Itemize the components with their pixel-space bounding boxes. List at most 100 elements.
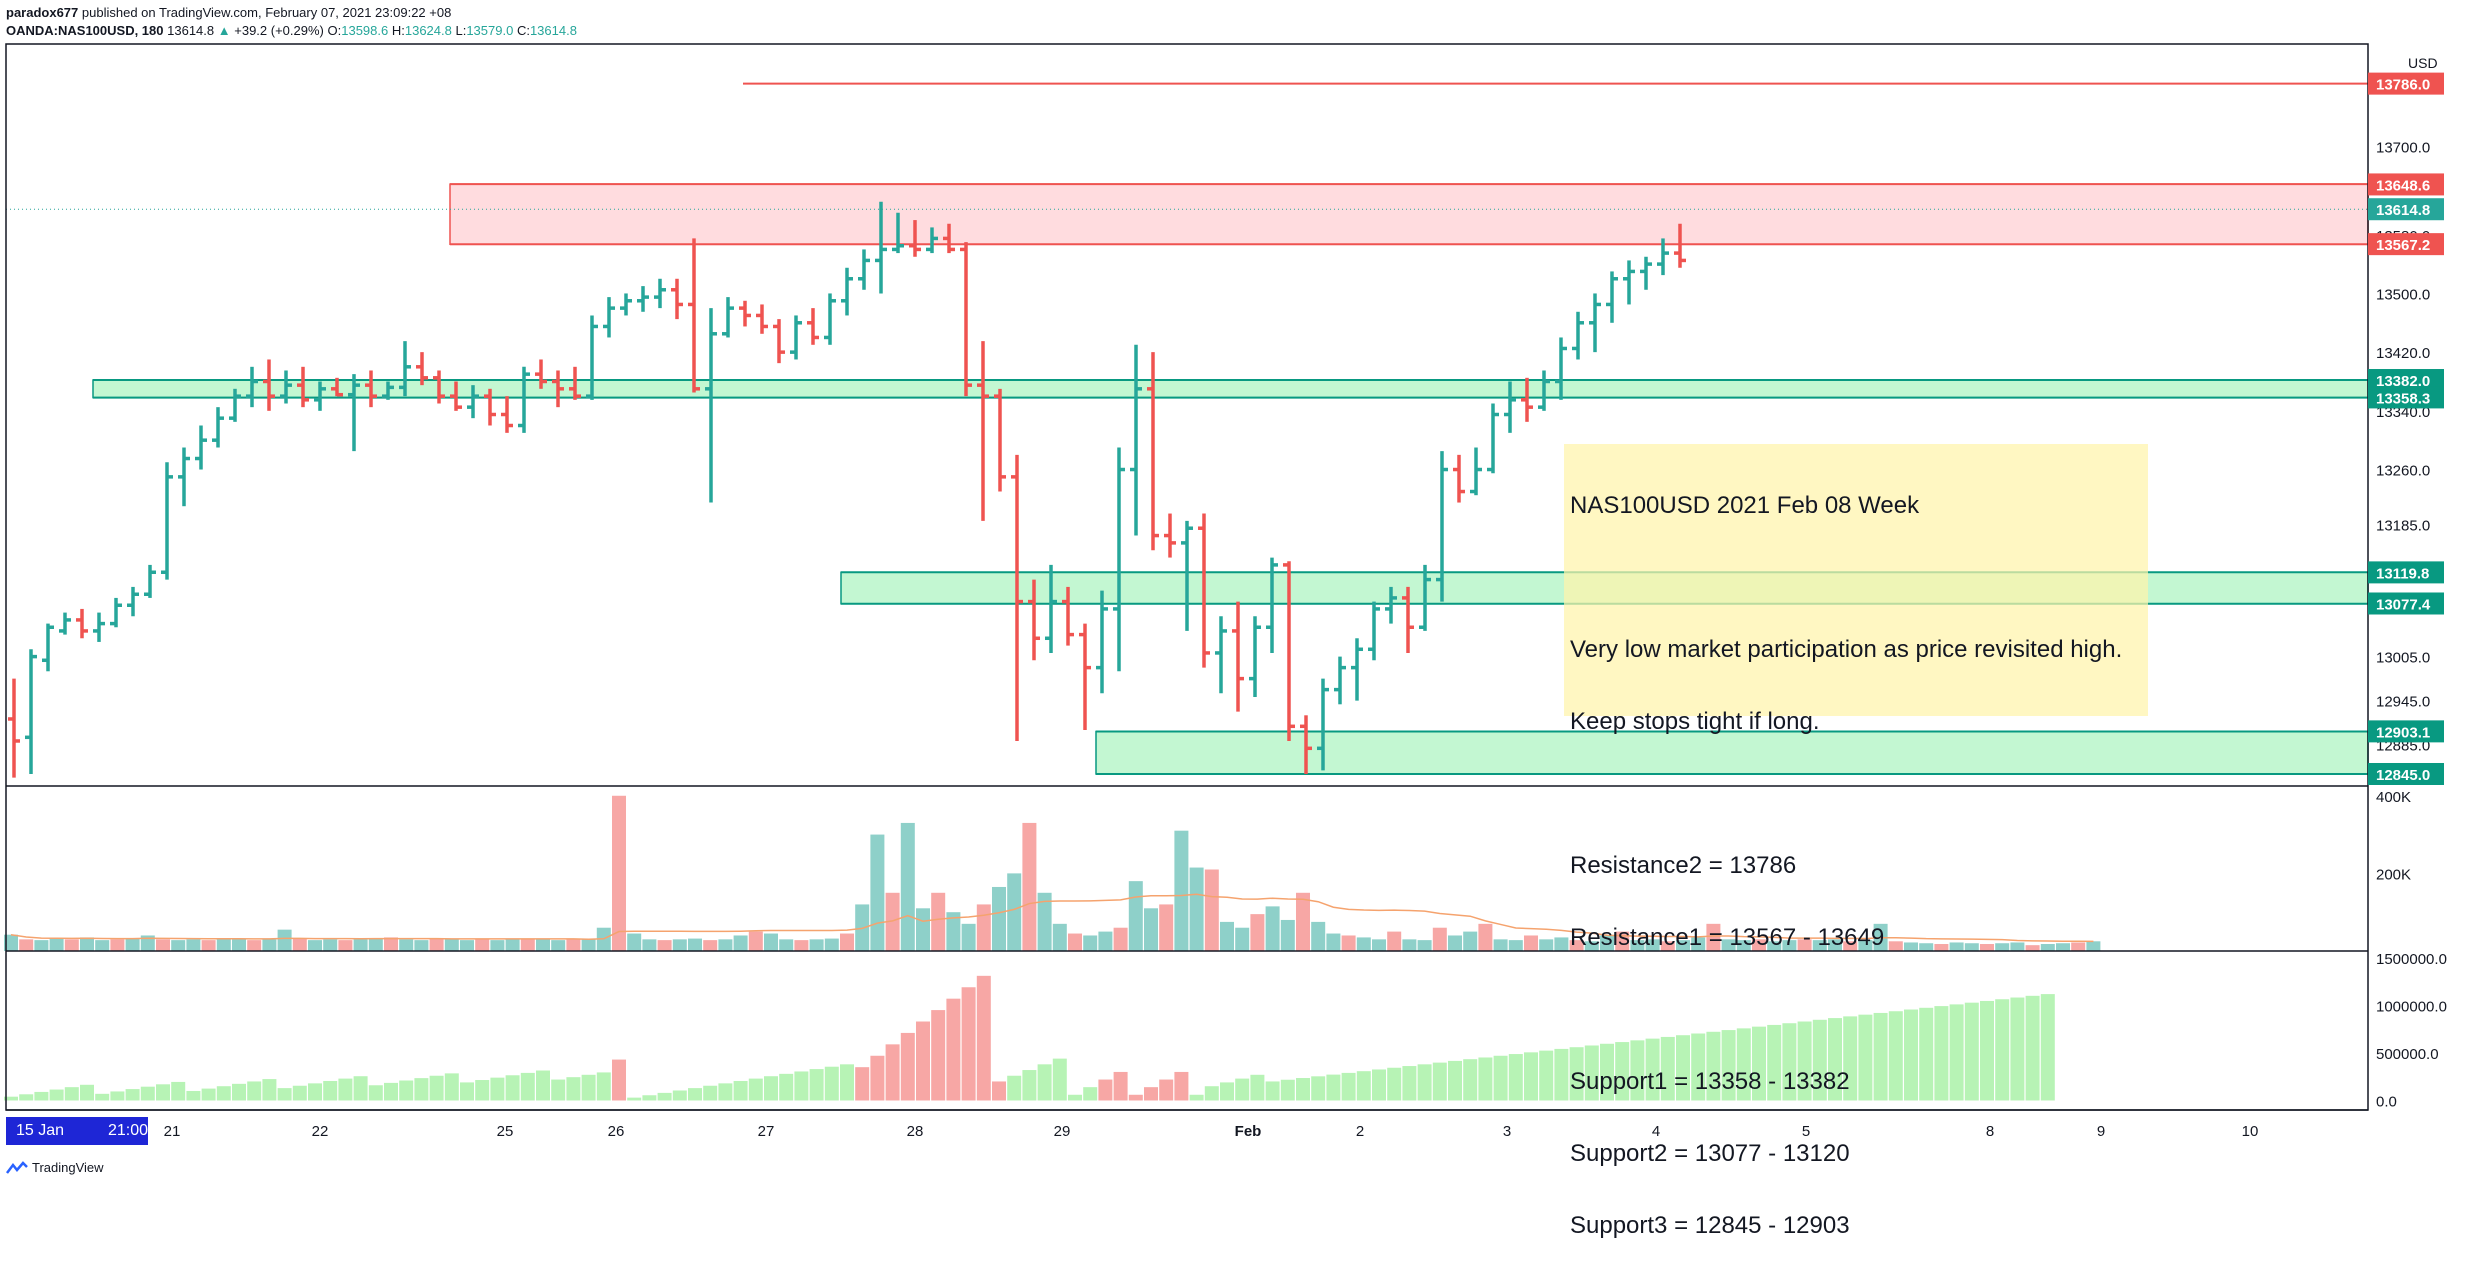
volume-bar xyxy=(186,939,201,951)
volume-bar xyxy=(520,938,535,951)
volume-bar xyxy=(156,939,170,951)
author-name[interactable]: paradox677 xyxy=(6,5,79,20)
oscillator-bar xyxy=(748,1078,763,1101)
ohlc-bar xyxy=(365,370,377,408)
oscillator-bar xyxy=(703,1085,718,1101)
note-support2: Support2 = 13077 - 13120 xyxy=(1570,1140,1850,1167)
volume-bar xyxy=(581,938,596,951)
volume-bar xyxy=(232,938,246,951)
price-label-text: 13648.6 xyxy=(2376,177,2430,194)
ohlc-bar xyxy=(280,370,292,404)
volume-bar xyxy=(1174,830,1189,951)
ohlc-bar xyxy=(1419,564,1431,631)
oscillator-tick-label: 1500000.0 xyxy=(2376,951,2447,968)
volume-bar xyxy=(1448,935,1462,951)
ohlc-bar xyxy=(433,370,445,404)
oscillator-bar xyxy=(1372,1069,1386,1101)
time-tick-label: 10 xyxy=(2242,1123,2259,1140)
price-label-text: 13077.4 xyxy=(2376,596,2431,613)
oscillator-bar xyxy=(1083,1087,1098,1101)
price-tick-label: 13185.0 xyxy=(2376,518,2430,535)
oscillator-bar xyxy=(870,1055,885,1101)
oscillator-bar xyxy=(1949,1004,1964,1101)
ohlc-bar xyxy=(1589,293,1601,353)
chart-header: paradox677 published on TradingView.com,… xyxy=(6,4,577,40)
oscillator-bar xyxy=(216,1086,231,1101)
volume-bar xyxy=(931,892,946,951)
crosshair-date-badge: 15 Jan '21 21:00 xyxy=(6,1117,148,1167)
volume-bar xyxy=(1828,939,1842,951)
oscillator-bar xyxy=(1995,999,2010,1101)
oscillator-tick-label: 500000.0 xyxy=(2376,1046,2439,1063)
volume-bar xyxy=(1600,935,1614,951)
oscillator-bar xyxy=(171,1081,186,1101)
volume-bar xyxy=(1296,892,1310,951)
oscillator-bar xyxy=(1402,1066,1417,1101)
volume-bar xyxy=(1250,914,1265,951)
volume-bar xyxy=(1022,822,1037,951)
oscillator-bar xyxy=(262,1079,277,1101)
high-label: H: xyxy=(391,23,405,38)
volume-bar xyxy=(460,940,474,951)
oscillator-bar xyxy=(1736,1028,1751,1101)
volume-bar xyxy=(1767,941,1782,951)
oscillator-bar xyxy=(1387,1067,1402,1101)
oscillator-bar xyxy=(718,1083,733,1101)
volume-bar xyxy=(1995,943,2010,951)
oscillator-bar xyxy=(2025,995,2040,1101)
volume-bar xyxy=(1904,942,1918,951)
ohlc-bar xyxy=(8,678,20,778)
oscillator-bar xyxy=(1600,1043,1614,1101)
volume-bar xyxy=(1417,940,1432,951)
volume-bar xyxy=(1554,937,1569,951)
volume-bar xyxy=(1980,944,1994,951)
time-tick-label: 3 xyxy=(1503,1123,1511,1140)
time-tick-label: 26 xyxy=(608,1123,625,1140)
ohlc-bar xyxy=(1504,381,1516,433)
oscillator-bar xyxy=(672,1090,687,1101)
ohlc-bar xyxy=(1249,616,1261,697)
oscillator-bar xyxy=(1752,1026,1766,1101)
price-label-badge xyxy=(2368,762,2444,785)
volume-bar xyxy=(1432,927,1447,951)
volume-bar xyxy=(1539,939,1554,951)
ohlc-bar xyxy=(875,201,887,294)
oscillator-bar xyxy=(414,1078,429,1101)
volume-bar xyxy=(733,935,748,951)
volume-bar xyxy=(1691,937,1706,951)
ohlc-bar xyxy=(144,564,156,598)
ohlc-bar xyxy=(1334,656,1346,705)
symbol-label[interactable]: OANDA:NAS100USD, 180 xyxy=(6,23,164,38)
oscillator-bar xyxy=(2040,994,2055,1101)
ohlc-bar xyxy=(450,381,462,411)
oscillator-bar xyxy=(1569,1047,1584,1101)
volume-bar xyxy=(1326,933,1341,951)
volume-bar xyxy=(748,931,763,951)
ohlc-bar xyxy=(1572,311,1584,360)
price-label-text: 12903.1 xyxy=(2376,724,2430,741)
volume-bar xyxy=(1128,881,1143,951)
volume-bar xyxy=(2071,942,2086,951)
ohlc-bar xyxy=(484,388,496,426)
volume-bar xyxy=(490,940,505,951)
oscillator-bar xyxy=(1280,1079,1295,1101)
ohlc-bar xyxy=(1266,557,1278,653)
oscillator-bar xyxy=(292,1085,307,1101)
ohlc-bar xyxy=(229,388,241,422)
ohlc-bar xyxy=(297,366,309,408)
price-label-text: 13614.8 xyxy=(2376,202,2430,219)
ohlc-bar xyxy=(824,293,836,345)
note-resistance1: Resistance1 = 13567 - 13649 xyxy=(1570,924,1885,951)
volume-bar xyxy=(657,940,672,951)
ohlc-bar xyxy=(1402,586,1414,653)
ohlc-bar xyxy=(722,297,734,338)
ohlc-bar xyxy=(1096,590,1108,694)
ohlc-bar xyxy=(1130,344,1142,536)
ohlc-bar xyxy=(1028,579,1040,661)
oscillator-bar xyxy=(1007,1075,1022,1101)
volume-bar xyxy=(1265,906,1280,951)
ohlc-bar xyxy=(569,366,581,400)
ohlc-bar xyxy=(1198,513,1210,668)
analysis-note[interactable]: NAS100USD 2021 Feb 08 Week Very low mark… xyxy=(1564,444,2148,1238)
footer-brand[interactable]: TradingView xyxy=(6,1160,104,1175)
